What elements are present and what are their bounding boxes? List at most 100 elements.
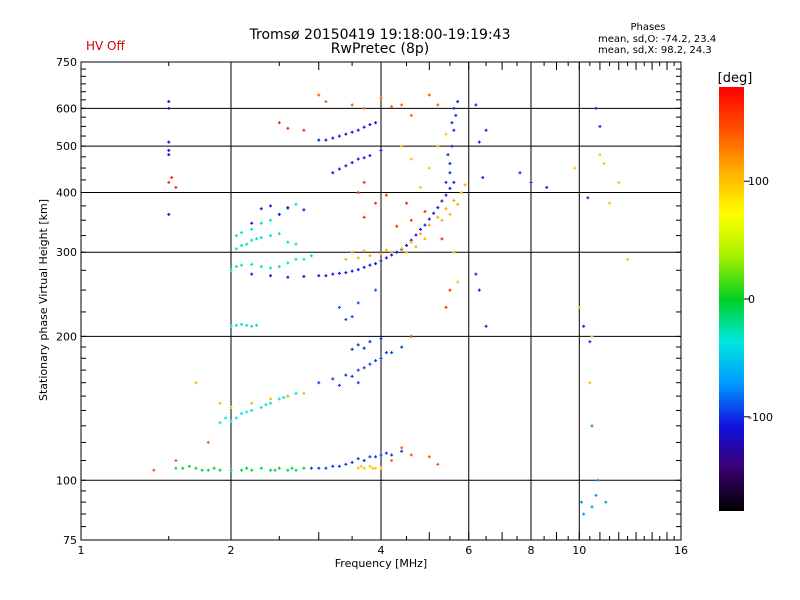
echo-point bbox=[268, 218, 272, 222]
echo-point bbox=[590, 334, 594, 338]
echo-point bbox=[409, 453, 413, 457]
echo-point bbox=[452, 180, 456, 184]
echo-point bbox=[598, 124, 602, 128]
echo-point bbox=[395, 224, 399, 228]
echo-point bbox=[350, 315, 354, 319]
echo-point bbox=[436, 462, 440, 466]
colorbar-tick-label: -100 bbox=[748, 411, 773, 424]
chart-title: Tromsø 20150419 19:18:00-19:19:43 bbox=[249, 27, 511, 43]
echo-point bbox=[302, 257, 306, 261]
echo-point bbox=[436, 103, 440, 107]
echo-point bbox=[356, 368, 360, 372]
echo-point bbox=[317, 274, 321, 278]
echo-point bbox=[448, 212, 452, 216]
echo-point bbox=[374, 201, 378, 205]
echo-point bbox=[167, 100, 171, 104]
echo-point bbox=[362, 215, 366, 219]
echo-point bbox=[573, 166, 577, 170]
echo-point bbox=[409, 218, 413, 222]
echo-point bbox=[152, 468, 156, 472]
echo-point bbox=[356, 301, 360, 305]
echo-point bbox=[294, 242, 298, 246]
echo-point bbox=[350, 374, 354, 378]
echo-point bbox=[379, 252, 383, 256]
echo-point bbox=[452, 106, 456, 110]
echo-point bbox=[206, 440, 210, 444]
chart-subtitle: RwPretec (8p) bbox=[330, 41, 430, 57]
echo-point bbox=[337, 383, 341, 387]
echo-point bbox=[390, 453, 394, 457]
echo-point bbox=[350, 161, 354, 165]
y-axis-ticks: 75 100 200 300 400 500 600 750 bbox=[56, 56, 681, 547]
echo-point bbox=[350, 460, 354, 464]
echo-point bbox=[368, 123, 372, 127]
echo-point bbox=[324, 274, 328, 278]
x-axis-label: Frequency [MHz] bbox=[335, 557, 427, 570]
echo-point bbox=[224, 416, 228, 420]
echo-point bbox=[414, 233, 418, 237]
echo-point bbox=[586, 196, 590, 200]
echo-point bbox=[187, 464, 191, 468]
echo-point bbox=[317, 466, 321, 470]
echo-point bbox=[448, 288, 452, 292]
echo-point bbox=[356, 268, 360, 272]
echo-point bbox=[250, 324, 254, 328]
echo-point bbox=[362, 125, 366, 129]
echo-point bbox=[423, 237, 427, 241]
echo-point bbox=[368, 455, 372, 459]
echo-point bbox=[250, 221, 254, 225]
echo-point bbox=[582, 324, 586, 328]
echo-point bbox=[427, 223, 431, 227]
echo-point bbox=[371, 466, 375, 470]
echo-point bbox=[379, 356, 383, 360]
echo-point bbox=[294, 202, 298, 206]
echo-point bbox=[264, 403, 268, 407]
echo-point bbox=[446, 153, 450, 157]
echo-point bbox=[259, 207, 263, 211]
echo-point bbox=[194, 466, 198, 470]
echo-point bbox=[350, 347, 354, 351]
echo-point bbox=[418, 185, 422, 189]
x-tick-label: 1 bbox=[78, 544, 85, 557]
echo-point bbox=[250, 262, 254, 266]
echo-point bbox=[344, 257, 348, 261]
echo-point bbox=[582, 512, 586, 516]
echo-point bbox=[282, 395, 286, 399]
echo-point bbox=[302, 208, 306, 212]
echo-point bbox=[379, 259, 383, 263]
echo-point bbox=[448, 171, 452, 175]
phases-title: Phases bbox=[630, 22, 666, 33]
echo-point bbox=[444, 132, 448, 136]
echo-point bbox=[167, 153, 171, 157]
echo-point bbox=[324, 466, 328, 470]
echo-point bbox=[404, 243, 408, 247]
echo-point bbox=[302, 128, 306, 132]
echo-point bbox=[250, 272, 254, 276]
y-tick-label: 300 bbox=[56, 246, 77, 259]
echo-point bbox=[374, 359, 378, 363]
echo-point bbox=[452, 198, 456, 202]
echo-point bbox=[250, 468, 254, 472]
echo-point bbox=[368, 464, 372, 468]
echo-point bbox=[337, 305, 341, 309]
x-axis-ticks: 1 2 4 6 8 10 16 bbox=[78, 62, 688, 557]
echo-point bbox=[400, 103, 404, 107]
echo-point bbox=[259, 466, 263, 470]
echo-point bbox=[240, 243, 244, 247]
echo-point bbox=[518, 171, 522, 175]
echo-point bbox=[368, 362, 372, 366]
echo-point bbox=[409, 113, 413, 117]
echo-point bbox=[229, 268, 233, 272]
echo-point bbox=[481, 175, 485, 179]
echo-point bbox=[356, 343, 360, 347]
y-tick-label: 100 bbox=[56, 474, 77, 487]
echo-point bbox=[170, 175, 174, 179]
echo-point bbox=[277, 121, 281, 125]
echo-point bbox=[234, 247, 238, 251]
echo-point bbox=[427, 217, 431, 221]
echo-point bbox=[395, 250, 399, 254]
colorbar-tick-label: 0 bbox=[748, 293, 755, 306]
echo-point bbox=[362, 458, 366, 462]
echo-point bbox=[167, 212, 171, 216]
